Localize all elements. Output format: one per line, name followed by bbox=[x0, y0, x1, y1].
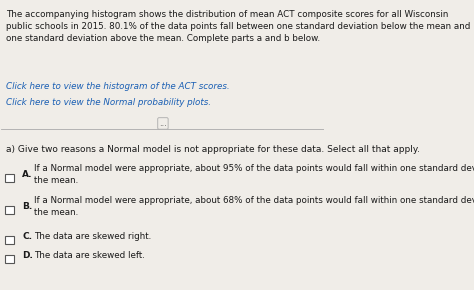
Text: The data are skewed right.: The data are skewed right. bbox=[34, 232, 151, 241]
Text: The accompanying histogram shows the distribution of mean ACT composite scores f: The accompanying histogram shows the dis… bbox=[6, 10, 471, 43]
Text: B.: B. bbox=[22, 202, 33, 211]
FancyBboxPatch shape bbox=[5, 174, 14, 182]
Text: Click here to view the Normal probability plots.: Click here to view the Normal probabilit… bbox=[6, 98, 211, 107]
Text: The data are skewed left.: The data are skewed left. bbox=[34, 251, 145, 260]
FancyBboxPatch shape bbox=[5, 206, 14, 214]
FancyBboxPatch shape bbox=[5, 236, 14, 244]
FancyBboxPatch shape bbox=[5, 255, 14, 263]
Text: C.: C. bbox=[22, 232, 32, 241]
Text: D.: D. bbox=[22, 251, 33, 260]
Text: If a Normal model were appropriate, about 95% of the data points would fall with: If a Normal model were appropriate, abou… bbox=[34, 164, 474, 185]
Text: A.: A. bbox=[22, 170, 33, 179]
Text: If a Normal model were appropriate, about 68% of the data points would fall with: If a Normal model were appropriate, abou… bbox=[34, 196, 474, 217]
Text: ...: ... bbox=[159, 119, 167, 128]
Text: a) Give two reasons a Normal model is not appropriate for these data. Select all: a) Give two reasons a Normal model is no… bbox=[6, 145, 420, 154]
Text: Click here to view the histogram of the ACT scores.: Click here to view the histogram of the … bbox=[6, 82, 230, 91]
